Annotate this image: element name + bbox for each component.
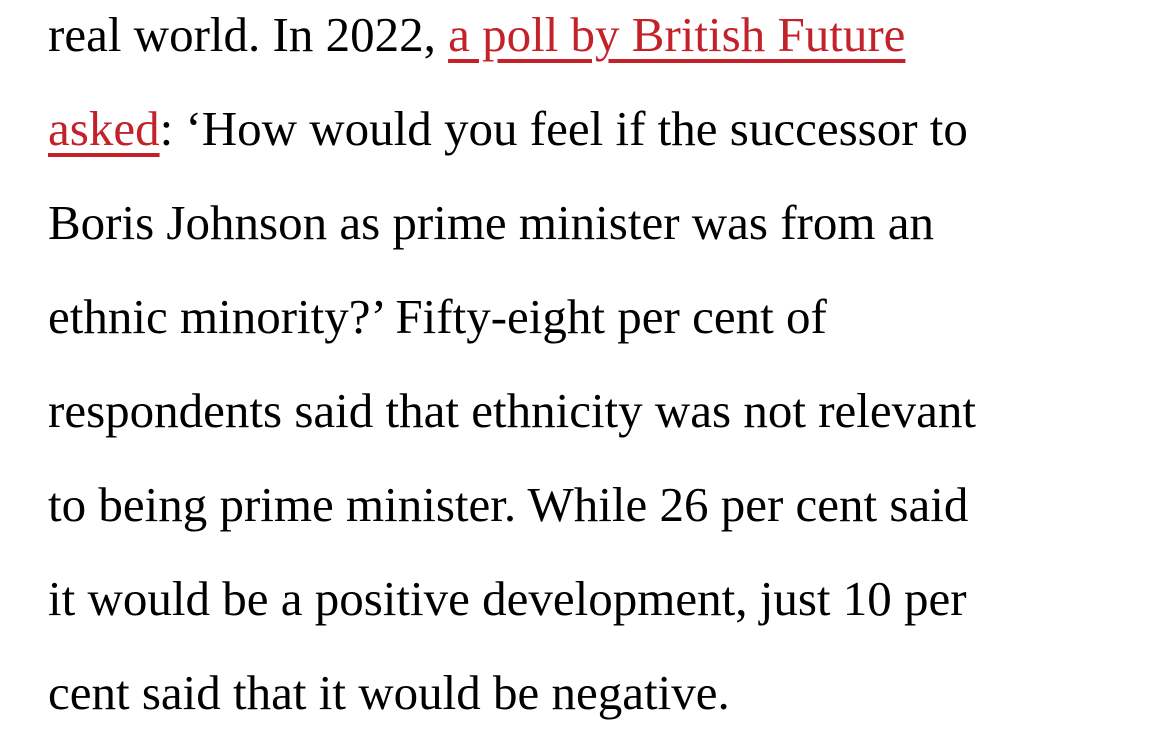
paragraph-line-8: cent said that it would be negative.: [48, 646, 1140, 740]
text-run: Boris Johnson as prime minister was from…: [48, 195, 934, 250]
paragraph-line-1: real world. In 2022, a poll by British F…: [48, 0, 1140, 82]
paragraph-line-5: respondents said that ethnicity was not …: [48, 364, 1140, 458]
text-run: respondents said that ethnicity was not …: [48, 383, 977, 438]
text-run: cent said that it would be negative.: [48, 665, 730, 720]
text-run: to being prime minister. While 26 per ce…: [48, 477, 969, 532]
paragraph-line-4: ethnic minority?’ Fifty-eight per cent o…: [48, 270, 1140, 364]
paragraph-line-7: it would be a positive development, just…: [48, 552, 1140, 646]
paragraph-line-6: to being prime minister. While 26 per ce…: [48, 458, 1140, 552]
british-future-poll-link[interactable]: asked: [48, 101, 160, 156]
paragraph-line-3: Boris Johnson as prime minister was from…: [48, 176, 1140, 270]
text-run: it would be a positive development, just…: [48, 571, 967, 626]
text-run: : ‘How would you feel if the successor t…: [159, 101, 968, 156]
text-run: ethnic minority?’ Fifty-eight per cent o…: [48, 289, 827, 344]
british-future-poll-link[interactable]: a poll by British Future: [448, 7, 906, 62]
text-run: real world. In 2022,: [48, 7, 449, 62]
paragraph-line-2: asked: ‘How would you feel if the succes…: [48, 82, 1140, 176]
